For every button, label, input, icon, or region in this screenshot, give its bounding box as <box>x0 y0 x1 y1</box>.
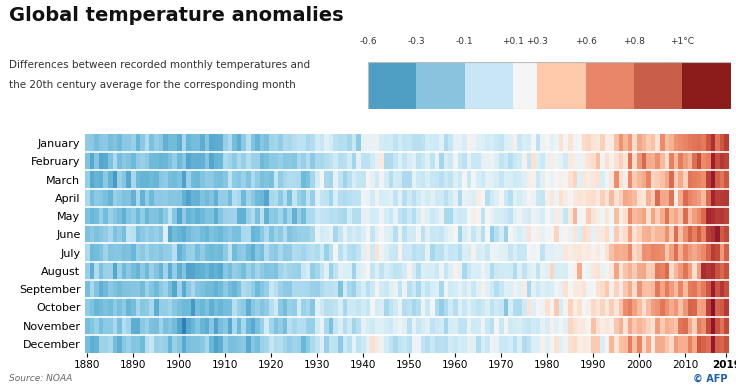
Text: -0.1: -0.1 <box>456 37 473 46</box>
Text: +0.8: +0.8 <box>623 37 645 46</box>
Bar <box>417 62 464 109</box>
Text: +0.1: +0.1 <box>502 37 524 46</box>
Bar <box>634 62 682 109</box>
Bar <box>513 62 537 109</box>
Text: the 20th century average for the corresponding month: the 20th century average for the corresp… <box>9 80 296 90</box>
Text: +0.6: +0.6 <box>575 37 597 46</box>
Bar <box>368 62 417 109</box>
Bar <box>464 62 513 109</box>
Text: -0.3: -0.3 <box>408 37 425 46</box>
Text: -0.6: -0.6 <box>359 37 377 46</box>
Text: Source: NOAA: Source: NOAA <box>9 374 72 383</box>
Bar <box>586 62 634 109</box>
Text: +1°C: +1°C <box>670 37 695 46</box>
Text: Global temperature anomalies: Global temperature anomalies <box>9 6 344 25</box>
Bar <box>682 62 731 109</box>
Bar <box>537 62 586 109</box>
Text: Differences between recorded monthly temperatures and: Differences between recorded monthly tem… <box>9 60 310 70</box>
Text: © AFP: © AFP <box>693 373 727 383</box>
Text: +0.3: +0.3 <box>526 37 548 46</box>
